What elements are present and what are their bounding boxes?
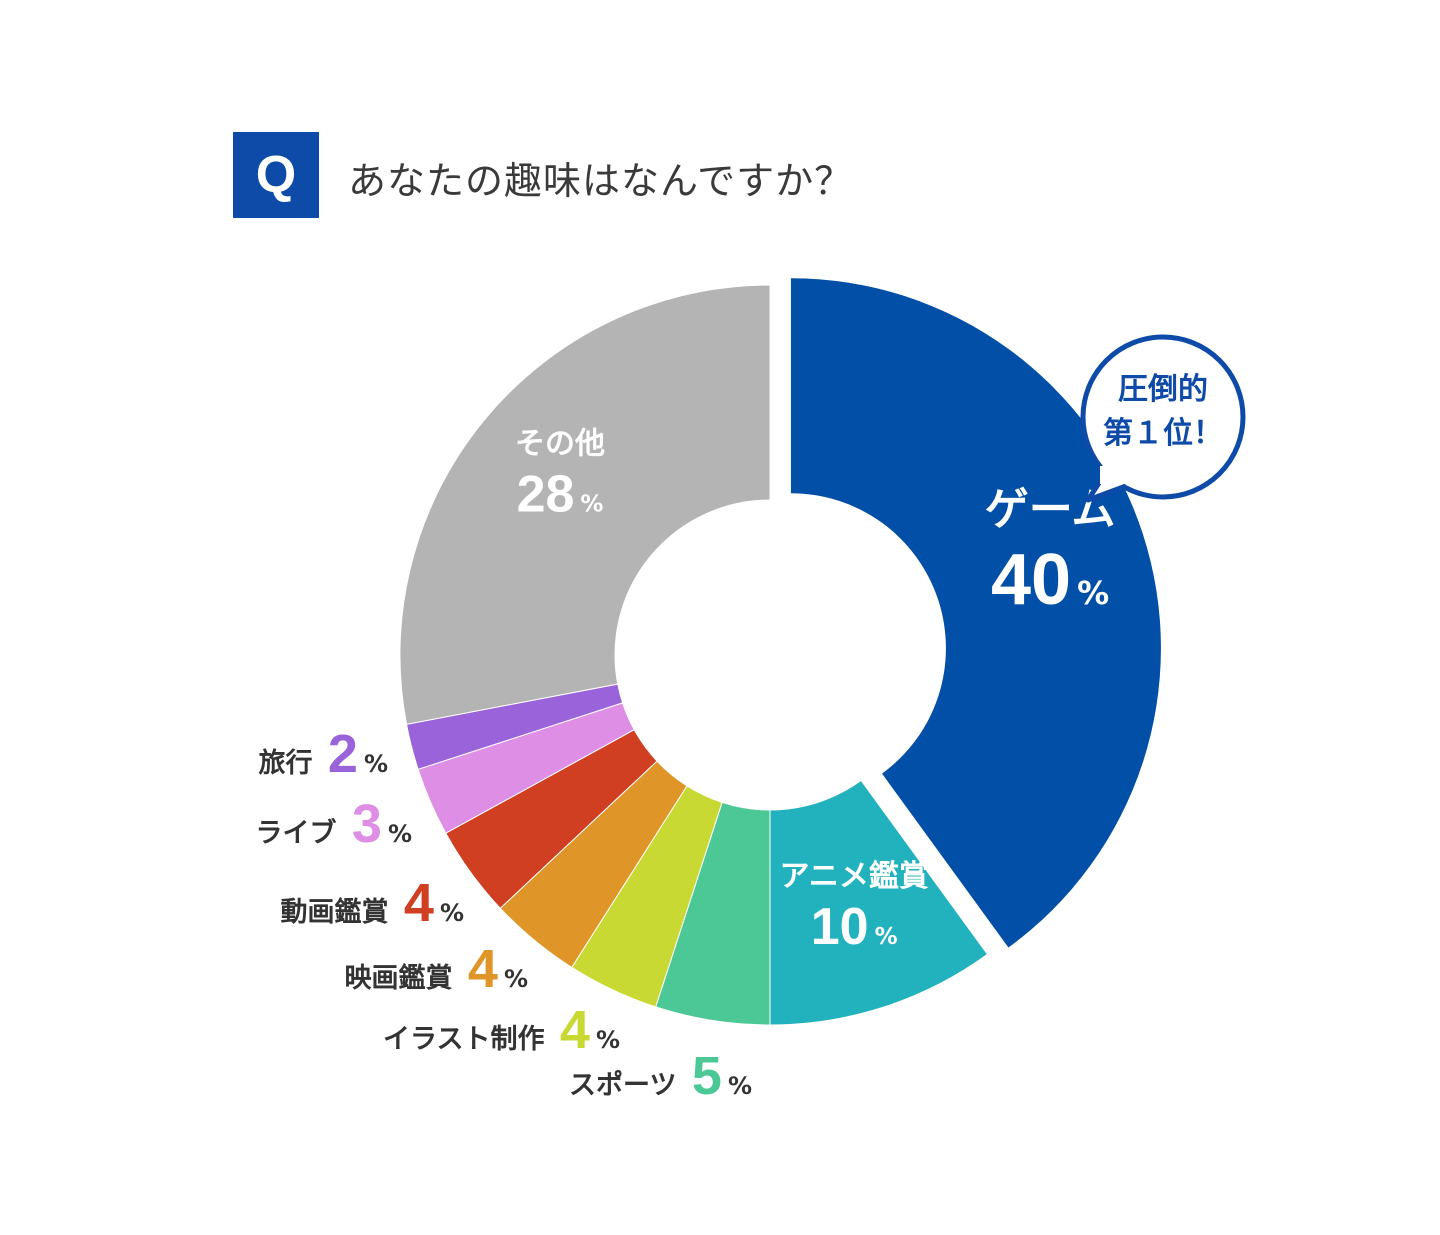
slice-label-outside: スポーツ 5%	[569, 1046, 752, 1106]
question-text: あなたの趣味はなんですか？	[348, 159, 854, 203]
slice-1	[769, 779, 989, 1026]
slice-label-value: 10%	[811, 898, 898, 956]
slice-label-value: 40%	[991, 540, 1109, 620]
slice-label-value: 28%	[517, 465, 604, 523]
slice-8	[399, 284, 771, 725]
slice-label-outside: 動画鑑賞 4%	[281, 873, 465, 933]
slice-label-outside: 映画鑑賞 4%	[345, 939, 529, 999]
callout-line2: 第１位！	[1103, 416, 1223, 451]
slice-label-name: アニメ鑑賞	[780, 859, 929, 894]
chart-slices	[399, 278, 1161, 1026]
slice-label-name: その他	[515, 426, 605, 461]
callout-line1: 圧倒的	[1118, 372, 1208, 407]
callout-circle	[1080, 334, 1246, 500]
slice-label-outside: イラスト制作 4%	[383, 1000, 620, 1060]
callout-bubble: 圧倒的 第１位！	[1080, 334, 1246, 503]
question-badge: Q	[233, 132, 319, 218]
slice-label-outside: 旅行 2%	[259, 724, 389, 784]
slice-label-outside: ライブ 3%	[256, 794, 413, 854]
slice-0	[790, 278, 1161, 948]
